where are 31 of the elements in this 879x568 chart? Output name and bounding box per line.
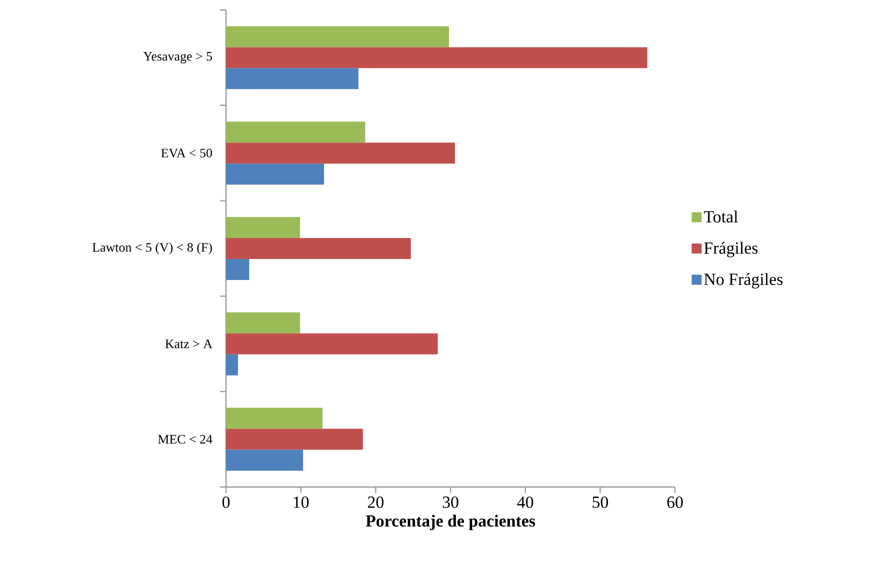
x-tick-label: 10 (294, 496, 309, 508)
y-tick-label: Lawton < 5 (V) < 8 (F) (92, 242, 212, 254)
bar (226, 312, 300, 334)
bar (226, 217, 300, 238)
legend-label: Frágiles (704, 242, 758, 258)
bar (226, 26, 450, 48)
x-tick-label: 20 (368, 496, 384, 508)
y-tick-label: Katz > A (165, 340, 212, 348)
y-tick-label: MEC < 24 (158, 434, 212, 444)
bar (226, 428, 363, 450)
bar (226, 450, 304, 471)
y-tick-label: EVA < 50 (161, 148, 212, 158)
legend-label: Total (704, 210, 738, 223)
x-tick-label: 60 (667, 496, 683, 508)
x-tick-label: 50 (592, 496, 608, 508)
x-axis-title: Porcentaje de pacientes (366, 514, 536, 530)
bar (226, 238, 411, 259)
bar (226, 164, 324, 185)
bar (226, 47, 648, 68)
bar (226, 333, 438, 354)
x-tick-label: 30 (442, 496, 458, 508)
bar (226, 258, 250, 280)
x-tick-label: 40 (517, 496, 534, 508)
bar (226, 354, 238, 376)
y-tick-label: Yesavage > 5 (143, 52, 212, 64)
legend-label: No Frágiles (704, 273, 783, 289)
bar (226, 122, 366, 143)
x-tick-label: 0 (222, 496, 230, 508)
bar (226, 68, 358, 90)
bar (226, 142, 455, 164)
bar (226, 408, 323, 429)
